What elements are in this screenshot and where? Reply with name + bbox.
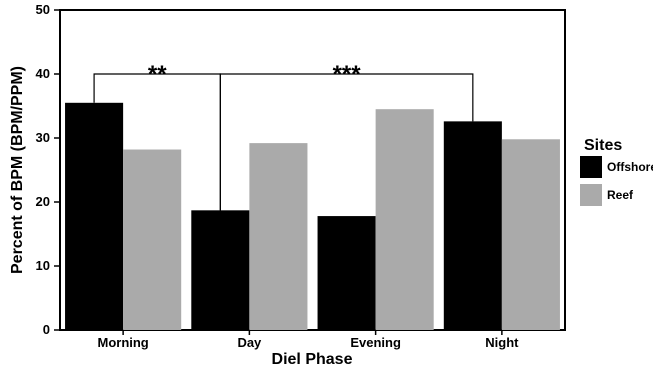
bars — [65, 102, 560, 330]
legend: Sites Offshore Reef — [580, 137, 653, 206]
x-axis-title: Diel Phase — [272, 351, 353, 368]
bar-offshore-day — [191, 210, 250, 330]
y-tick-label: 50 — [36, 2, 50, 17]
significance-annotations: ** *** — [93, 61, 474, 211]
bar-offshore-night — [443, 121, 502, 330]
x-tick-label: Night — [485, 335, 519, 350]
legend-label-offshore: Offshore — [607, 160, 653, 174]
x-tick-label: Day — [237, 335, 262, 350]
legend-label-reef: Reef — [607, 188, 634, 202]
plot-frame — [59, 9, 566, 331]
significance-label: *** — [333, 61, 362, 88]
x-tick-label: Morning — [97, 335, 148, 350]
legend-swatch-offshore — [580, 156, 602, 178]
legend-swatch-reef — [580, 184, 602, 206]
significance-bracket — [219, 73, 474, 211]
y-axis: 0 10 20 30 40 50 — [36, 2, 60, 337]
bar-offshore-morning — [65, 102, 124, 330]
bar-offshore-evening — [317, 216, 376, 330]
y-tick-label: 20 — [36, 194, 50, 209]
y-tick-label: 0 — [43, 322, 50, 337]
bar-reef-night — [501, 139, 560, 330]
bar-reef-evening — [375, 109, 434, 330]
bar-reef-morning — [123, 149, 182, 330]
x-axis: Morning Day Evening Night — [97, 330, 519, 350]
legend-items: Offshore Reef — [580, 156, 653, 206]
x-tick-label: Evening — [350, 335, 401, 350]
y-tick-label: 40 — [36, 66, 50, 81]
bar-reef-day — [249, 143, 308, 330]
significance-label: ** — [148, 61, 167, 88]
y-tick-label: 30 — [36, 130, 50, 145]
y-tick-label: 10 — [36, 258, 50, 273]
legend-title: Sites — [584, 137, 622, 154]
y-axis-title: Percent of BPM (BPM/PPM) — [9, 66, 26, 274]
